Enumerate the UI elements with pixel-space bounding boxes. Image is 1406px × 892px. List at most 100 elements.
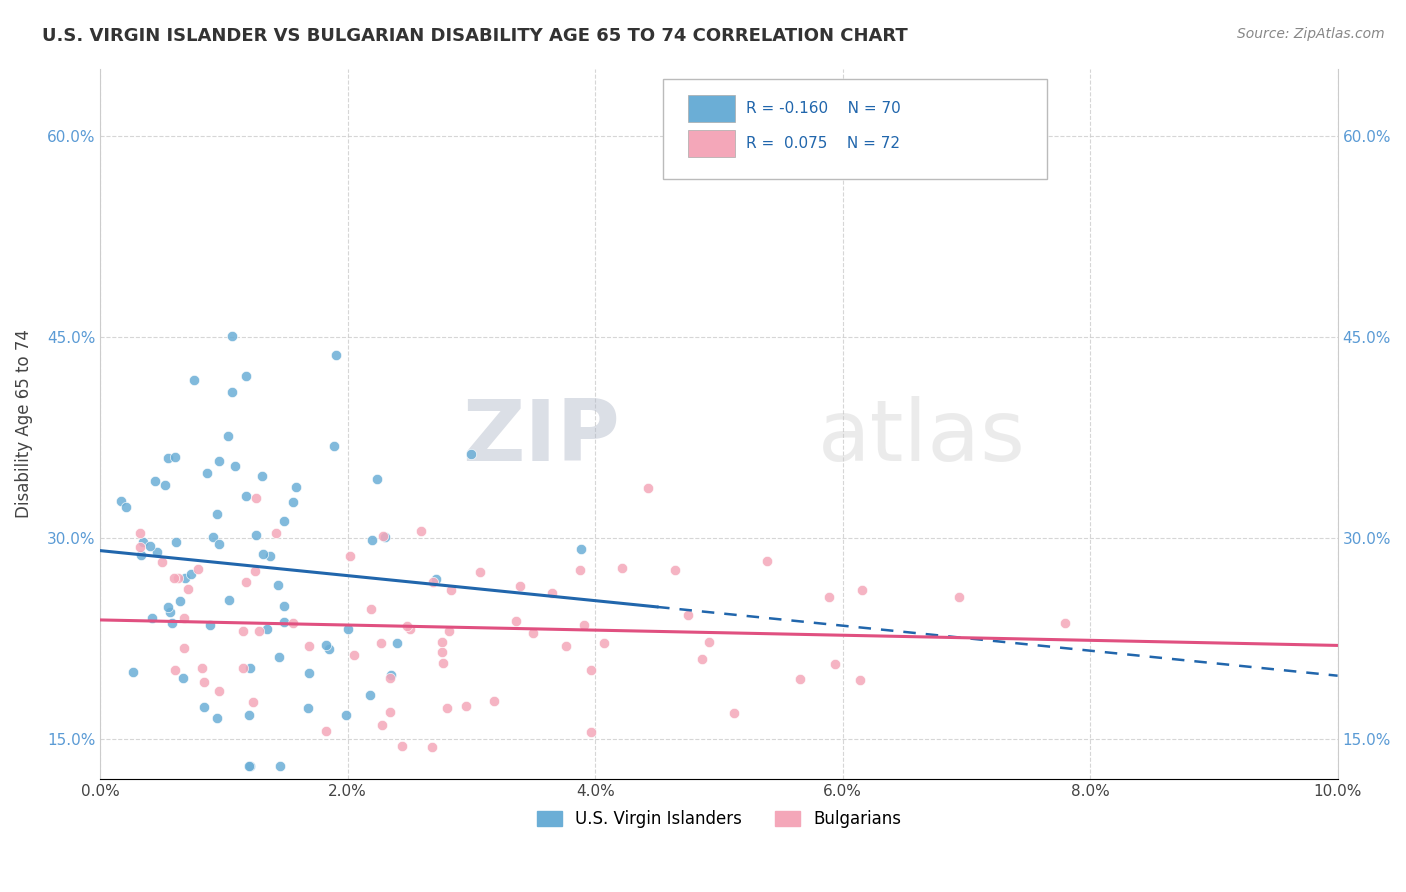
- Point: [252, 547, 274, 561]
- Point: [273, 599, 295, 613]
- Point: [242, 695, 264, 709]
- Point: [174, 571, 197, 585]
- Point: [166, 571, 188, 585]
- Point: [221, 385, 243, 400]
- Point: [152, 555, 174, 569]
- Point: [380, 668, 402, 682]
- Point: [343, 648, 366, 662]
- Point: [172, 671, 194, 685]
- Point: [191, 661, 214, 675]
- Point: [756, 553, 779, 567]
- Point: [380, 671, 402, 685]
- Point: [325, 348, 347, 362]
- Point: [298, 640, 321, 654]
- Y-axis label: Disability Age 65 to 74: Disability Age 65 to 74: [15, 329, 32, 518]
- Point: [239, 758, 262, 772]
- Point: [232, 660, 254, 674]
- Point: [183, 373, 205, 387]
- Point: [208, 537, 231, 551]
- Point: [395, 619, 418, 633]
- Point: [221, 328, 243, 343]
- Text: Source: ZipAtlas.com: Source: ZipAtlas.com: [1237, 27, 1385, 41]
- Point: [298, 666, 321, 681]
- Point: [232, 624, 254, 639]
- Point: [173, 640, 195, 655]
- Point: [322, 439, 344, 453]
- Point: [422, 575, 444, 590]
- Point: [440, 583, 463, 598]
- Point: [247, 624, 270, 639]
- Point: [193, 699, 215, 714]
- Point: [460, 447, 482, 461]
- Point: [366, 472, 388, 486]
- Point: [409, 524, 432, 538]
- Point: [554, 639, 576, 653]
- Point: [176, 582, 198, 596]
- Point: [391, 739, 413, 753]
- Point: [195, 467, 218, 481]
- Point: [163, 663, 186, 677]
- Point: [315, 724, 337, 739]
- Text: R =  0.075    N = 72: R = 0.075 N = 72: [747, 136, 900, 152]
- Point: [165, 535, 187, 549]
- Point: [335, 707, 357, 722]
- Point: [129, 548, 152, 562]
- Point: [297, 701, 319, 715]
- Point: [359, 689, 381, 703]
- Point: [361, 533, 384, 548]
- Point: [256, 623, 278, 637]
- Point: [235, 574, 257, 589]
- Point: [385, 635, 408, 649]
- Point: [318, 642, 340, 657]
- Point: [132, 535, 155, 549]
- Point: [432, 656, 454, 670]
- Point: [245, 491, 267, 505]
- Point: [217, 429, 239, 443]
- Point: [540, 586, 562, 600]
- Point: [579, 663, 602, 677]
- Point: [425, 572, 447, 586]
- Legend: U.S. Virgin Islanders, Bulgarians: U.S. Virgin Islanders, Bulgarians: [530, 803, 908, 835]
- Point: [173, 611, 195, 625]
- Point: [269, 758, 291, 772]
- Point: [141, 611, 163, 625]
- Point: [612, 561, 634, 575]
- Point: [121, 665, 143, 679]
- Point: [193, 674, 215, 689]
- Text: R = -0.160    N = 70: R = -0.160 N = 70: [747, 101, 901, 116]
- Point: [509, 579, 531, 593]
- FancyBboxPatch shape: [664, 79, 1047, 178]
- Point: [468, 565, 491, 579]
- Point: [824, 657, 846, 671]
- Point: [569, 563, 592, 577]
- Point: [315, 638, 337, 652]
- Point: [283, 495, 305, 509]
- Point: [432, 645, 454, 659]
- Point: [163, 571, 186, 585]
- Point: [235, 489, 257, 503]
- Point: [205, 508, 228, 522]
- Point: [243, 565, 266, 579]
- Point: [129, 526, 152, 541]
- Point: [110, 493, 132, 508]
- Point: [637, 481, 659, 495]
- Text: ZIP: ZIP: [463, 396, 620, 479]
- Point: [273, 514, 295, 528]
- Point: [849, 673, 872, 688]
- Point: [264, 525, 287, 540]
- Point: [129, 540, 152, 554]
- Point: [114, 500, 136, 514]
- Point: [157, 600, 180, 615]
- Point: [208, 453, 231, 467]
- Point: [259, 549, 281, 563]
- Point: [360, 602, 382, 616]
- Point: [267, 578, 290, 592]
- Point: [139, 540, 162, 554]
- Point: [208, 683, 231, 698]
- Point: [436, 701, 458, 715]
- Point: [156, 450, 179, 465]
- Point: [456, 699, 478, 714]
- Text: U.S. VIRGIN ISLANDER VS BULGARIAN DISABILITY AGE 65 TO 74 CORRELATION CHART: U.S. VIRGIN ISLANDER VS BULGARIAN DISABI…: [42, 27, 908, 45]
- Point: [1054, 615, 1077, 630]
- Point: [202, 530, 225, 544]
